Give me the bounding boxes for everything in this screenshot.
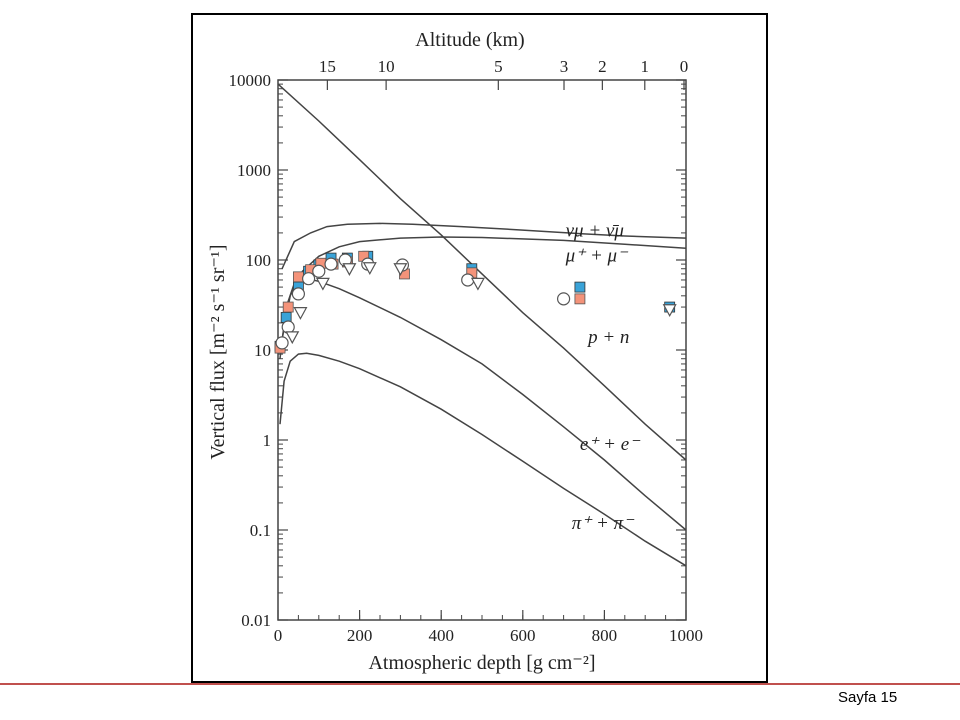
page-number: Sayfa 15 — [838, 689, 898, 706]
y-tick-label: 0.01 — [241, 611, 271, 630]
salmon-square-marker — [574, 293, 586, 305]
top-axis-title: Altitude (km) — [415, 29, 524, 51]
open-triangle-marker — [662, 304, 677, 318]
blue-square-marker — [574, 281, 586, 293]
open-circle-marker — [461, 273, 475, 287]
curve-label: π⁺ + π⁻ — [572, 513, 635, 534]
y-tick-label: 1000 — [237, 161, 271, 180]
footer-divider — [0, 683, 960, 685]
open-triangle-marker — [285, 331, 300, 345]
altitude-tick-label: 5 — [494, 57, 503, 76]
x-axis-title: Atmospheric depth [g cm⁻²] — [368, 652, 595, 674]
x-tick-label: 1000 — [669, 626, 703, 645]
open-circle-marker — [324, 257, 338, 271]
y-tick-label: 10000 — [229, 71, 272, 90]
altitude-tick-label: 10 — [378, 57, 395, 76]
open-circle-marker — [556, 292, 571, 306]
x-tick-label: 400 — [428, 626, 454, 645]
open-triangle-marker — [293, 307, 308, 320]
altitude-tick-label: 0 — [680, 57, 689, 76]
open-triangle-marker — [470, 277, 485, 291]
x-tick-label: 200 — [347, 626, 373, 645]
y-tick-label: 1 — [263, 431, 272, 450]
curve-label: p + n — [586, 327, 629, 348]
salmon-square-marker — [292, 271, 304, 283]
y-axis-title: Vertical flux [m⁻² s⁻¹ sr⁻¹] — [207, 244, 229, 459]
figure-frame — [191, 13, 768, 683]
curve-label: e⁺ + e⁻ — [580, 434, 641, 455]
open-triangle-marker — [342, 263, 357, 276]
open-triangle-marker — [315, 277, 330, 291]
series-curve-4 — [279, 352, 687, 567]
x-tick-label: 0 — [274, 626, 283, 645]
altitude-tick-label: 15 — [319, 57, 336, 76]
curve-label: νμ + ν̄μ — [566, 221, 624, 242]
altitude-tick-label: 3 — [560, 57, 569, 76]
altitude-tick-label: 1 — [641, 57, 650, 76]
x-tick-label: 600 — [510, 626, 536, 645]
y-tick-label: 10 — [254, 341, 271, 360]
minor-ticks — [277, 83, 687, 620]
open-circle-marker — [291, 287, 305, 301]
salmon-square-marker — [282, 301, 294, 313]
altitude-tick-label: 2 — [598, 57, 607, 76]
major-ticks — [277, 79, 687, 621]
open-triangle-marker — [362, 262, 377, 276]
open-circle-marker — [281, 320, 295, 334]
data-markers — [274, 250, 677, 354]
open-triangle-marker — [393, 263, 408, 276]
series-curve-0 — [281, 222, 687, 270]
y-tick-label: 0.1 — [250, 521, 271, 540]
open-circle-marker — [275, 336, 289, 350]
series-curve-2 — [277, 83, 687, 461]
curve-labels: νμ + ν̄μ μ⁺ + μ⁻ p + n e⁺ + e⁻ π⁺ + π⁻ — [565, 221, 641, 534]
open-circle-marker — [312, 264, 326, 278]
x-tick-label: 800 — [592, 626, 618, 645]
open-circle-marker — [302, 272, 316, 286]
y-tick-label: 100 — [246, 251, 272, 270]
curve-label: μ⁺ + μ⁻ — [565, 246, 629, 267]
